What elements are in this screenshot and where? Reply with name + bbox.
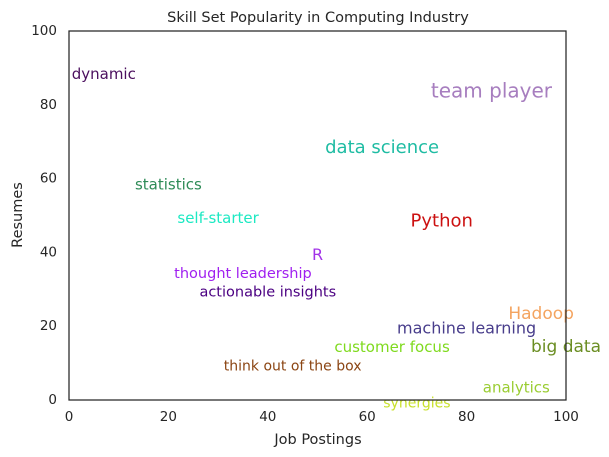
chart-title: Skill Set Popularity in Computing Indust… [167,10,469,26]
word-point: machine learning [397,319,536,338]
word-points: dynamic team player data science statistics… [72,65,601,411]
word-point: think out of the box [224,358,362,374]
x-tick-label: 20 [160,409,177,425]
y-tick-label: 80 [40,97,57,113]
y-tick-label: 0 [48,392,57,408]
word-point: analytics [483,379,550,397]
word-point: data science [325,137,439,158]
y-tick-label: 100 [31,23,57,39]
y-tick-label: 60 [40,171,57,187]
word-point: synergies [383,395,450,411]
y-tick-label: 20 [40,318,57,334]
word-point: dynamic [72,65,136,83]
x-tick-label: 100 [553,409,579,425]
word-point: self-starter [177,209,259,227]
x-tick-label: 0 [65,409,74,425]
x-tick-label: 40 [259,409,276,425]
x-tick-label: 80 [458,409,475,425]
word-point: actionable insights [199,285,336,301]
word-point: team player [431,78,553,102]
plot-area-frame [68,30,567,401]
word-point: statistics [135,176,202,194]
y-axis-ticks: 0 20 40 60 80 100 [31,23,57,408]
word-point: customer focus [334,338,450,356]
x-axis-label: Job Postings [273,432,361,448]
word-point: R [312,245,323,264]
word-point: thought leadership [174,266,312,282]
word-point: Hadoop [508,304,574,324]
y-axis-label: Resumes [10,182,26,248]
x-tick-label: 60 [359,409,376,425]
y-tick-label: 40 [40,244,57,260]
word-point: Python [411,211,473,232]
x-axis-ticks: 0 20 40 60 80 100 [65,409,579,425]
